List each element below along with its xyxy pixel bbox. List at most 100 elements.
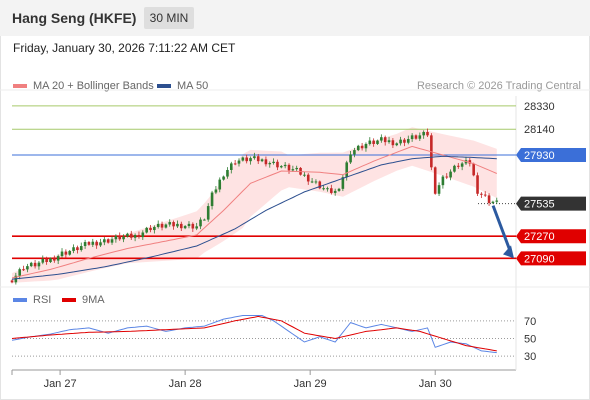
- candle-body: [226, 169, 229, 177]
- candle-body: [195, 226, 198, 229]
- candle-body: [372, 140, 375, 144]
- candle-body: [345, 162, 349, 178]
- candle-body: [422, 131, 425, 136]
- x-tick-label: Jan 28: [169, 378, 202, 390]
- candle-body: [160, 223, 164, 228]
- rsi-tick-label: 50: [524, 334, 536, 346]
- candle-body: [172, 222, 175, 227]
- candle-body: [56, 256, 60, 261]
- candle-body: [453, 165, 456, 172]
- candle-body: [403, 139, 406, 143]
- candle-body: [229, 163, 233, 170]
- level-tag-27535: 27535: [516, 196, 586, 211]
- candle-body: [72, 247, 75, 251]
- candle-body: [222, 176, 225, 180]
- candle-body: [64, 251, 68, 255]
- candle-body: [49, 258, 52, 263]
- candle-body: [356, 145, 360, 151]
- level-label-27930: 27930: [524, 150, 555, 162]
- candle-body: [60, 251, 64, 257]
- candle-body: [68, 250, 72, 255]
- candle-body: [303, 174, 306, 176]
- candle-body: [253, 156, 256, 159]
- candle-body: [276, 161, 279, 168]
- candle-body: [433, 167, 437, 194]
- candle-body: [26, 266, 29, 270]
- legend-ma20: MA 20 + Bollinger Bands: [13, 80, 154, 92]
- candle-body: [41, 258, 45, 263]
- instrument-title: Hang Seng (HKFE): [12, 10, 137, 26]
- level-label-27090: 27090: [524, 253, 555, 265]
- level-label-28140: 28140: [524, 124, 555, 136]
- candle-body: [106, 239, 110, 243]
- candle-body: [29, 262, 33, 267]
- level-tag-28140: 28140: [524, 124, 555, 136]
- candle-body: [110, 239, 114, 243]
- level-tag-bg: [516, 148, 586, 163]
- candle-body: [476, 175, 479, 194]
- candle-body: [103, 239, 106, 243]
- level-tag-28330: 28330: [524, 101, 555, 113]
- bollinger-band: [12, 127, 497, 283]
- candle-body: [187, 223, 191, 227]
- candle-body: [149, 227, 152, 231]
- candle-body: [256, 156, 260, 162]
- candle-body: [133, 234, 137, 238]
- candle-body: [437, 185, 441, 194]
- candle-body: [349, 154, 352, 163]
- candle-body: [399, 139, 402, 144]
- credit-text: Research © 2026 Trading Central: [416, 80, 581, 92]
- candle-body: [310, 181, 314, 183]
- level-tag-27090: 27090: [516, 251, 586, 266]
- candle-body: [353, 150, 356, 155]
- candle-body: [337, 188, 341, 191]
- x-tick-label: Jan 30: [419, 378, 452, 390]
- candle-body: [45, 258, 48, 263]
- candle-body: [268, 163, 272, 165]
- candle-body: [441, 176, 445, 186]
- candle-body: [118, 235, 122, 240]
- candle-body: [199, 219, 202, 227]
- candle-body: [314, 181, 318, 183]
- candle-body: [179, 223, 183, 229]
- candle-body: [210, 192, 214, 207]
- candle-body: [145, 227, 148, 233]
- candle-body: [445, 176, 449, 178]
- candle-body: [364, 143, 368, 149]
- candle-body: [206, 206, 210, 220]
- rsi-ma-swatch: [62, 298, 76, 303]
- candle-body: [233, 163, 237, 165]
- chart-header: Hang Seng (HKFE) 30 MIN: [0, 0, 590, 36]
- candle-body: [360, 145, 364, 149]
- ma20-line: [11, 145, 497, 279]
- candle-body: [391, 140, 395, 146]
- ma50-label: MA 50: [177, 80, 209, 92]
- forecast-arrow-head: [503, 245, 514, 259]
- ma20-swatch: [13, 84, 27, 89]
- candle-body: [491, 201, 495, 203]
- candle-body: [383, 137, 387, 143]
- level-tag-27930: 27930: [516, 148, 586, 163]
- level-label-27535: 27535: [524, 199, 555, 211]
- candle-body: [168, 222, 172, 225]
- candle-body: [495, 200, 499, 202]
- level-label-28330: 28330: [524, 101, 555, 113]
- candle-body: [449, 171, 452, 178]
- candle-body: [480, 193, 483, 195]
- rsi-tick-label: 70: [524, 316, 536, 328]
- candle-body: [37, 262, 41, 267]
- candle-body: [487, 195, 491, 203]
- candle-body: [330, 188, 333, 193]
- candle-body: [53, 258, 56, 261]
- candle-body: [406, 139, 410, 143]
- candle-body: [126, 233, 129, 237]
- candle-body: [333, 190, 337, 193]
- candle-body: [129, 233, 133, 238]
- interval-button[interactable]: 30 MIN: [144, 7, 194, 29]
- candle-body: [237, 160, 241, 164]
- candle-body: [341, 177, 345, 189]
- candle-body: [326, 188, 329, 190]
- candle-body: [214, 189, 218, 193]
- legend-rsi: RSI: [13, 294, 51, 306]
